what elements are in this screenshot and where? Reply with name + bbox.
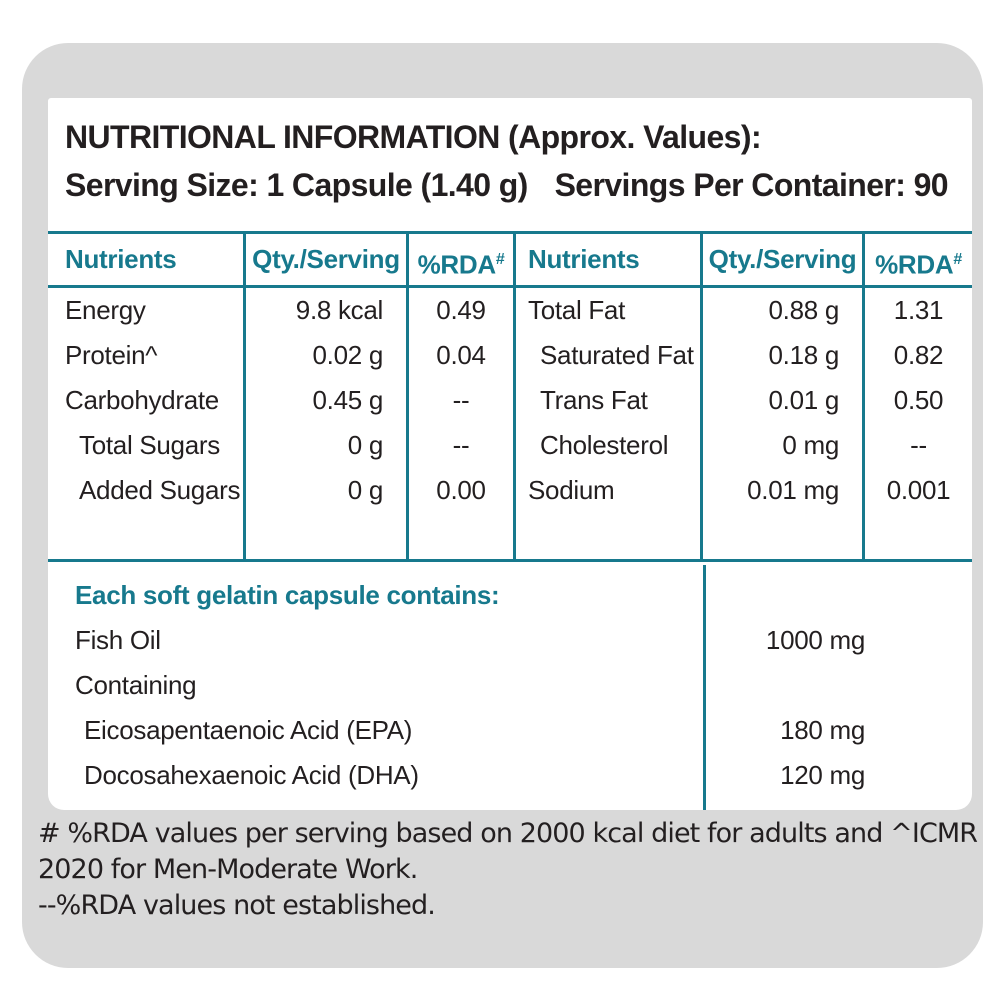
rda-cell: -- [409, 378, 516, 423]
rda-label: %RDA [875, 249, 954, 280]
footnote-line: 2020 for Men-Moderate Work. [38, 854, 418, 885]
serving-info-row: Serving Size: 1 Capsule (1.40 g) Serving… [65, 167, 949, 204]
qty-cell: 0.01 g [703, 378, 865, 423]
ingredient-name: Docosahexaenoic Acid (DHA) [84, 760, 419, 790]
qty-cell: 0.45 g [246, 378, 409, 423]
qty-cell: 0 g [246, 468, 409, 513]
servings-per-container: Servings Per Container: 90 [554, 167, 949, 203]
table-filler [516, 513, 703, 559]
table-filler [246, 513, 409, 559]
rda-cell: 0.82 [893, 340, 944, 370]
rda-cell: 1.31 [893, 295, 944, 325]
capsule-amounts-column: 1000 mg 180 mg 120 mg [703, 565, 972, 810]
nutrient-cell: Cholesterol [516, 423, 703, 468]
footnote-line: --%RDA values not established. [38, 890, 436, 921]
column-header-qty-right: Qty./Serving [703, 234, 865, 288]
nutrient-cell: Energy [48, 288, 246, 333]
nutrient-cell: Sodium [516, 468, 703, 513]
footnote-block: # %RDA values per serving based on 2000 … [38, 816, 978, 924]
table-filler [703, 513, 865, 559]
nutrient-cell: Saturated Fat [516, 333, 703, 378]
table-filler [865, 513, 972, 559]
qty-cell: 0.01 mg [703, 468, 865, 513]
nutrient-cell: Added Sugars [48, 468, 246, 513]
rda-cell: 0.49 [409, 288, 516, 333]
nutrient-cell: Total Fat [516, 288, 703, 333]
ingredient-name: Containing [75, 670, 197, 700]
ingredient-amount: 1000 mg [765, 625, 865, 655]
qty-cell: 0.18 g [703, 333, 865, 378]
amount-spacer [706, 573, 972, 618]
rda-cell: 0.001 [886, 475, 951, 505]
rda-cell: 0.00 [409, 468, 516, 513]
panel-title: NUTRITIONAL INFORMATION (Approx. Values)… [65, 119, 762, 155]
rda-cell: -- [910, 430, 927, 460]
ingredient-name: Fish Oil [75, 625, 161, 655]
rda-label: %RDA [417, 249, 497, 280]
nutrients-table: Nutrients Qty./Serving %RDA# Nutrients Q… [48, 231, 972, 562]
footnote-line: # %RDA values per serving based on 2000 … [38, 818, 978, 849]
column-header-rda-left: %RDA# [409, 234, 516, 288]
rda-cell: -- [409, 423, 516, 468]
column-header-qty-left: Qty./Serving [246, 234, 409, 288]
table-filler [48, 513, 246, 559]
table-filler [409, 513, 516, 559]
nutrition-panel: NUTRITIONAL INFORMATION (Approx. Values)… [48, 98, 972, 810]
rda-cell: 0.04 [409, 333, 516, 378]
nutrient-cell: Protein^ [48, 333, 246, 378]
capsule-section-heading: Each soft gelatin capsule contains: [75, 580, 500, 610]
qty-cell: 0.02 g [246, 333, 409, 378]
capsule-contents-section: Each soft gelatin capsule contains: Fish… [48, 565, 703, 798]
ingredient-name: Eicosapentaenoic Acid (EPA) [84, 715, 413, 745]
rda-footnote-marker: # [953, 251, 962, 268]
column-header-rda-right: %RDA# [865, 234, 972, 288]
nutrient-cell: Total Sugars [48, 423, 246, 468]
qty-cell: 0 g [246, 423, 409, 468]
rda-cell: 0.50 [893, 385, 944, 415]
column-header-nutrients-left: Nutrients [48, 234, 246, 288]
ingredient-amount: 120 mg [780, 760, 865, 790]
ingredient-amount: 180 mg [780, 715, 865, 745]
rda-footnote-marker: # [495, 251, 505, 268]
label-card: NUTRITIONAL INFORMATION (Approx. Values)… [22, 43, 983, 968]
serving-size: Serving Size: 1 Capsule (1.40 g) [65, 167, 528, 203]
qty-cell: 9.8 kcal [246, 288, 409, 333]
qty-cell: 0.88 g [703, 288, 865, 333]
qty-cell: 0 mg [703, 423, 865, 468]
nutrient-cell: Carbohydrate [48, 378, 246, 423]
column-header-nutrients-right: Nutrients [516, 234, 703, 288]
ingredient-amount [706, 663, 972, 708]
nutrient-cell: Trans Fat [516, 378, 703, 423]
